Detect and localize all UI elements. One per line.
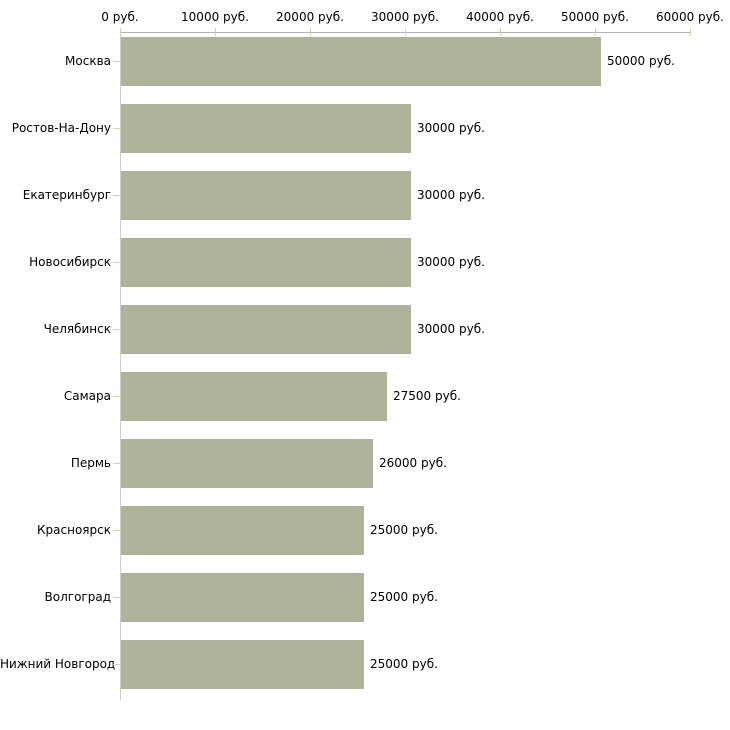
category-label: Челябинск: [43, 322, 111, 336]
y-axis-tick-mark: [113, 195, 120, 196]
x-axis-tick-mark: [595, 28, 596, 36]
value-label: 26000 руб.: [379, 456, 447, 470]
category-label: Новосибирск: [29, 255, 111, 269]
x-axis-tick-mark: [690, 28, 691, 36]
x-axis-tick-label: 50000 руб.: [561, 10, 629, 24]
x-axis-tick-label: 60000 руб.: [656, 10, 724, 24]
y-axis-tick-mark: [113, 597, 120, 598]
bar: [121, 238, 411, 287]
y-axis-tick-mark: [113, 128, 120, 129]
y-axis-line: [120, 32, 121, 700]
y-axis-tick-mark: [113, 530, 120, 531]
y-axis-tick-mark: [113, 664, 120, 665]
category-label: Красноярск: [37, 523, 111, 537]
value-label: 30000 руб.: [417, 188, 485, 202]
x-axis-tick-mark: [405, 28, 406, 36]
category-label: Нижний Новгород: [0, 657, 116, 671]
value-label: 25000 руб.: [370, 590, 438, 604]
category-label: Пермь: [70, 456, 111, 470]
category-label: Москва: [65, 54, 111, 68]
x-axis-tick-label: 30000 руб.: [371, 10, 439, 24]
y-axis-tick-mark: [113, 463, 120, 464]
y-axis-tick-mark: [113, 61, 120, 62]
x-axis-tick-label: 0 руб.: [101, 10, 139, 24]
value-label: 30000 руб.: [417, 255, 485, 269]
x-axis-tick-mark: [120, 28, 121, 36]
bar: [121, 305, 411, 354]
y-axis-tick-mark: [113, 329, 120, 330]
category-label: Екатеринбург: [22, 188, 111, 202]
bar: [121, 640, 364, 689]
value-label: 30000 руб.: [417, 322, 485, 336]
x-axis-tick-label: 40000 руб.: [466, 10, 534, 24]
x-axis-tick-mark: [500, 28, 501, 36]
bar: [121, 506, 364, 555]
category-label: Ростов-На-Дону: [11, 121, 111, 135]
bar: [121, 104, 411, 153]
bar: [121, 573, 364, 622]
value-label: 27500 руб.: [393, 389, 461, 403]
bar: [121, 372, 387, 421]
value-label: 30000 руб.: [417, 121, 485, 135]
value-label: 50000 руб.: [607, 54, 675, 68]
y-axis-tick-mark: [113, 262, 120, 263]
x-axis-tick-label: 20000 руб.: [276, 10, 344, 24]
value-label: 25000 руб.: [370, 523, 438, 537]
bar: [121, 439, 373, 488]
bar: [121, 37, 601, 86]
x-axis-tick-mark: [310, 28, 311, 36]
y-axis-tick-mark: [113, 396, 120, 397]
category-label: Волгоград: [44, 590, 111, 604]
x-axis-tick-label: 10000 руб.: [181, 10, 249, 24]
bar: [121, 171, 411, 220]
value-label: 25000 руб.: [370, 657, 438, 671]
category-label: Самара: [63, 389, 111, 403]
x-axis-tick-mark: [215, 28, 216, 36]
